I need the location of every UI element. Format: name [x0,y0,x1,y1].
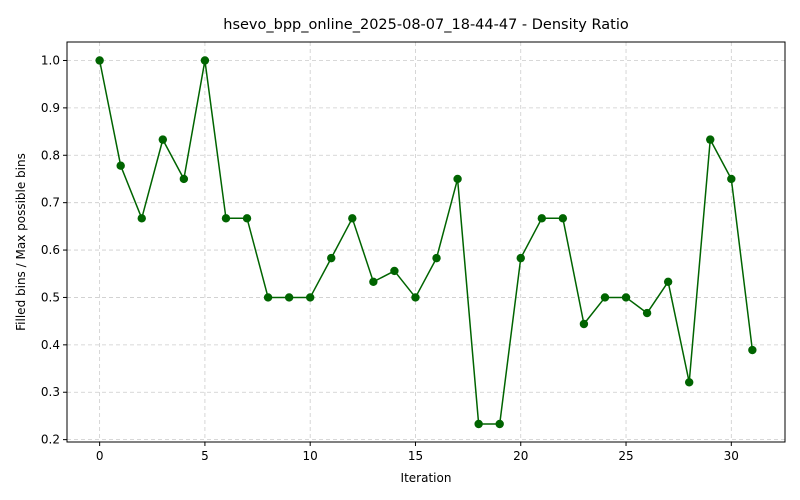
y-tick-label: 0.6 [41,243,60,257]
data-point [95,56,104,65]
x-tick-label: 15 [408,449,423,463]
x-tick-label: 25 [618,449,633,463]
data-point [390,266,399,276]
data-point [684,378,694,387]
data-point [579,319,589,329]
data-point [411,293,420,302]
y-tick-label: 0.7 [41,196,60,210]
data-point [327,253,336,263]
y-tick-label: 1.0 [41,53,60,67]
y-tick-label: 0.9 [41,101,60,115]
grid [67,42,785,442]
data-point [453,174,462,184]
x-tick-label: 20 [513,449,528,463]
data-point [348,214,357,223]
y-tick-label: 0.2 [41,433,60,447]
data-point [179,174,189,184]
data-point [242,214,252,223]
data-point [221,214,231,223]
data-point [432,253,441,263]
data-point [369,277,378,287]
series-layer [95,56,757,429]
y-tick-label: 0.4 [41,338,60,352]
data-point [474,419,483,429]
data-point [748,345,757,355]
data-point [305,293,315,302]
data-point [284,293,294,302]
x-tick-label: 0 [96,449,104,463]
x-tick-label: 10 [303,449,318,463]
x-axis-label: Iteration [401,471,452,485]
data-point [706,135,715,144]
data-point [516,253,525,263]
x-tick-label: 30 [724,449,739,463]
chart-title: hsevo_bpp_online_2025-08-07_18-44-47 - D… [223,17,629,33]
plot-frame [66,41,786,443]
data-point [116,161,125,170]
y-axis-label: Filled bins / Max possible bins [14,153,28,331]
data-point [600,293,610,302]
data-point [200,56,210,65]
x-tick-label: 5 [201,449,209,463]
data-point [495,419,504,429]
data-point [663,277,673,287]
data-point [137,214,146,223]
y-tick-label: 0.5 [41,290,60,304]
series-line [98,59,754,425]
y-tick-label: 0.8 [41,148,60,162]
data-point [642,308,652,318]
data-point [621,293,631,302]
ticks: 0 5 10 15 20 25 30 0.2 0.3 0.4 0.5 0.6 0.7 0.8 0.9 1.0 [41,53,739,463]
data-point [558,214,568,223]
data-point [727,174,736,184]
data-point [158,135,168,144]
y-tick-label: 0.3 [41,385,60,399]
data-point [537,214,547,223]
data-point [263,293,273,302]
